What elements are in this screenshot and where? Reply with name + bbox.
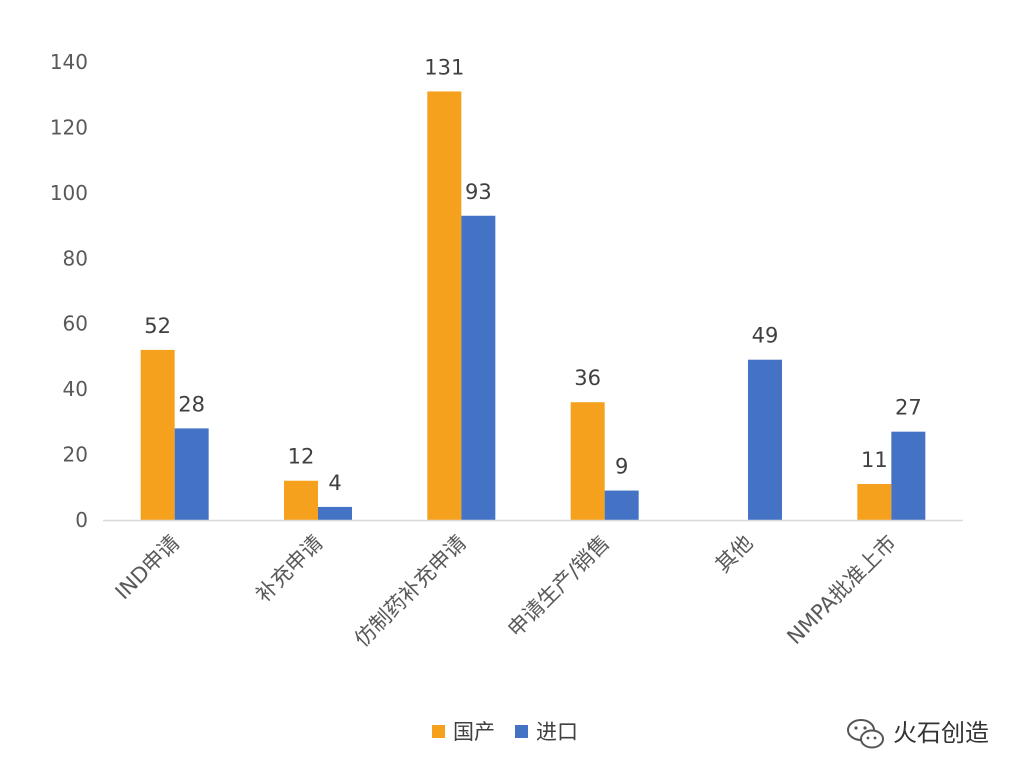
y-tick-label: 120 bbox=[50, 115, 88, 139]
data-label: 28 bbox=[178, 392, 205, 416]
data-label: 93 bbox=[465, 180, 492, 204]
wechat-icon bbox=[847, 719, 884, 749]
data-label: 36 bbox=[574, 366, 601, 390]
bar-domestic bbox=[857, 484, 892, 520]
data-label: 27 bbox=[895, 396, 922, 420]
legend-swatch bbox=[515, 725, 528, 738]
bar-domestic bbox=[427, 91, 462, 520]
watermark: 火石创造 bbox=[847, 719, 989, 749]
category-label: 补充申请 bbox=[251, 531, 327, 607]
y-tick-label: 60 bbox=[63, 312, 88, 336]
category-label: 仿制药补充申请 bbox=[350, 531, 471, 652]
y-tick-label: 0 bbox=[75, 508, 88, 532]
category-label: NMPA批准上市 bbox=[782, 531, 900, 649]
data-label: 11 bbox=[861, 448, 888, 472]
category-label: 申请生产/销售 bbox=[503, 531, 614, 642]
bar-import bbox=[891, 431, 926, 520]
legend-label: 进口 bbox=[536, 720, 578, 744]
data-label: 12 bbox=[288, 445, 315, 469]
bar-domestic bbox=[140, 349, 175, 520]
y-tick-label: 40 bbox=[63, 377, 88, 401]
bar-domestic bbox=[570, 402, 605, 520]
data-label: 52 bbox=[144, 314, 171, 338]
bar-import bbox=[748, 359, 782, 520]
bar-domestic bbox=[284, 480, 318, 520]
y-tick-label: 80 bbox=[63, 246, 88, 270]
bar-import bbox=[604, 490, 639, 520]
legend-swatch bbox=[432, 725, 445, 738]
y-tick-label: 100 bbox=[50, 181, 88, 205]
category-label: IND申请 bbox=[111, 531, 185, 605]
bar-import bbox=[174, 428, 209, 520]
data-label: 4 bbox=[328, 471, 341, 495]
legend-label: 国产 bbox=[453, 720, 495, 744]
bars bbox=[140, 91, 926, 520]
y-axis-ticks: 0 20 40 60 80 100 120 140 bbox=[50, 50, 88, 532]
y-tick-label: 20 bbox=[63, 443, 88, 467]
legend: 国产 进口 bbox=[432, 720, 578, 744]
category-labels: IND申请 补充申请 仿制药补充申请 申请生产/销售 其他 NMPA批准上市 bbox=[111, 531, 901, 652]
data-label: 9 bbox=[615, 455, 628, 479]
y-tick-label: 140 bbox=[50, 50, 88, 74]
data-labels: 52 28 12 4 131 93 36 9 49 11 27 bbox=[144, 55, 921, 494]
bar-import bbox=[318, 506, 352, 520]
bar-import bbox=[461, 215, 496, 520]
category-label: 其他 bbox=[711, 531, 758, 578]
watermark-text: 火石创造 bbox=[893, 719, 989, 747]
data-label: 131 bbox=[424, 55, 464, 79]
data-label: 49 bbox=[752, 324, 779, 348]
